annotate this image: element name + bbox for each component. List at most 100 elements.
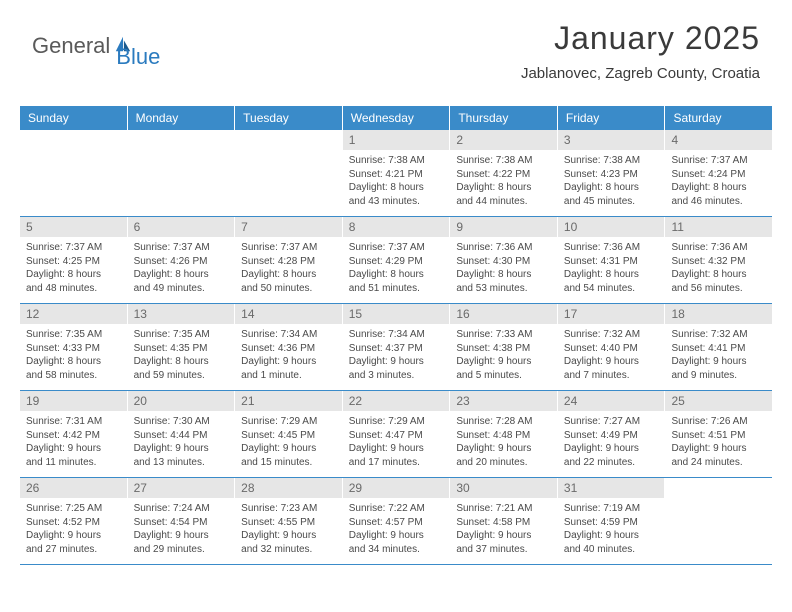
daylight-line2: and 53 minutes. (456, 282, 551, 296)
day-cell: 18Sunrise: 7:32 AMSunset: 4:41 PMDayligh… (665, 304, 772, 390)
week-row: 26Sunrise: 7:25 AMSunset: 4:52 PMDayligh… (20, 478, 772, 565)
day-cell: 6Sunrise: 7:37 AMSunset: 4:26 PMDaylight… (128, 217, 236, 303)
daylight-line: Daylight: 9 hours (26, 442, 121, 456)
daylight-line2: and 48 minutes. (26, 282, 121, 296)
day-number: 30 (450, 478, 557, 498)
sunset-line: Sunset: 4:35 PM (134, 342, 229, 356)
day-number: 13 (128, 304, 235, 324)
daylight-line: Daylight: 8 hours (564, 181, 659, 195)
day-info: Sunrise: 7:37 AMSunset: 4:25 PMDaylight:… (20, 237, 127, 299)
day-header: Monday (128, 106, 236, 130)
daylight-line2: and 3 minutes. (349, 369, 444, 383)
day-info: Sunrise: 7:26 AMSunset: 4:51 PMDaylight:… (665, 411, 772, 473)
daylight-line2: and 27 minutes. (26, 543, 121, 557)
day-number: 25 (665, 391, 772, 411)
day-cell: 26Sunrise: 7:25 AMSunset: 4:52 PMDayligh… (20, 478, 128, 564)
day-number: 4 (665, 130, 772, 150)
day-cell: 3Sunrise: 7:38 AMSunset: 4:23 PMDaylight… (558, 130, 666, 216)
daylight-line: Daylight: 8 hours (349, 268, 444, 282)
sunset-line: Sunset: 4:36 PM (241, 342, 336, 356)
daylight-line2: and 58 minutes. (26, 369, 121, 383)
daylight-line: Daylight: 9 hours (349, 442, 444, 456)
day-info: Sunrise: 7:37 AMSunset: 4:26 PMDaylight:… (128, 237, 235, 299)
sunset-line: Sunset: 4:31 PM (564, 255, 659, 269)
day-number: 15 (343, 304, 450, 324)
day-header: Thursday (450, 106, 558, 130)
day-header: Tuesday (235, 106, 343, 130)
day-info: Sunrise: 7:36 AMSunset: 4:30 PMDaylight:… (450, 237, 557, 299)
day-info: Sunrise: 7:38 AMSunset: 4:22 PMDaylight:… (450, 150, 557, 212)
sunrise-line: Sunrise: 7:24 AM (134, 502, 229, 516)
daylight-line: Daylight: 9 hours (671, 355, 766, 369)
sunrise-line: Sunrise: 7:32 AM (564, 328, 659, 342)
sunset-line: Sunset: 4:45 PM (241, 429, 336, 443)
sunrise-line: Sunrise: 7:38 AM (349, 154, 444, 168)
daylight-line2: and 1 minute. (241, 369, 336, 383)
day-header: Sunday (20, 106, 128, 130)
sunset-line: Sunset: 4:52 PM (26, 516, 121, 530)
daylight-line: Daylight: 9 hours (564, 529, 659, 543)
daylight-line2: and 22 minutes. (564, 456, 659, 470)
daylight-line: Daylight: 8 hours (241, 268, 336, 282)
day-header-row: SundayMondayTuesdayWednesdayThursdayFrid… (20, 106, 772, 130)
day-number: 31 (558, 478, 665, 498)
daylight-line: Daylight: 9 hours (456, 529, 551, 543)
day-cell: 2Sunrise: 7:38 AMSunset: 4:22 PMDaylight… (450, 130, 558, 216)
day-number: 8 (343, 217, 450, 237)
day-info: Sunrise: 7:32 AMSunset: 4:40 PMDaylight:… (558, 324, 665, 386)
sunset-line: Sunset: 4:54 PM (134, 516, 229, 530)
daylight-line2: and 29 minutes. (134, 543, 229, 557)
weeks-container: 1Sunrise: 7:38 AMSunset: 4:21 PMDaylight… (20, 130, 772, 565)
day-cell (665, 478, 772, 564)
sunset-line: Sunset: 4:24 PM (671, 168, 766, 182)
daylight-line2: and 50 minutes. (241, 282, 336, 296)
sunset-line: Sunset: 4:49 PM (564, 429, 659, 443)
daylight-line2: and 17 minutes. (349, 456, 444, 470)
daylight-line: Daylight: 9 hours (241, 529, 336, 543)
sunset-line: Sunset: 4:51 PM (671, 429, 766, 443)
daylight-line: Daylight: 9 hours (671, 442, 766, 456)
day-number: 5 (20, 217, 127, 237)
daylight-line: Daylight: 9 hours (241, 442, 336, 456)
sunrise-line: Sunrise: 7:22 AM (349, 502, 444, 516)
day-cell: 21Sunrise: 7:29 AMSunset: 4:45 PMDayligh… (235, 391, 343, 477)
day-info: Sunrise: 7:33 AMSunset: 4:38 PMDaylight:… (450, 324, 557, 386)
day-info: Sunrise: 7:25 AMSunset: 4:52 PMDaylight:… (20, 498, 127, 560)
sunrise-line: Sunrise: 7:29 AM (241, 415, 336, 429)
day-info: Sunrise: 7:22 AMSunset: 4:57 PMDaylight:… (343, 498, 450, 560)
sunset-line: Sunset: 4:37 PM (349, 342, 444, 356)
sunset-line: Sunset: 4:48 PM (456, 429, 551, 443)
week-row: 12Sunrise: 7:35 AMSunset: 4:33 PMDayligh… (20, 304, 772, 391)
day-info: Sunrise: 7:37 AMSunset: 4:28 PMDaylight:… (235, 237, 342, 299)
day-cell: 19Sunrise: 7:31 AMSunset: 4:42 PMDayligh… (20, 391, 128, 477)
daylight-line2: and 59 minutes. (134, 369, 229, 383)
day-cell: 13Sunrise: 7:35 AMSunset: 4:35 PMDayligh… (128, 304, 236, 390)
day-info: Sunrise: 7:38 AMSunset: 4:23 PMDaylight:… (558, 150, 665, 212)
day-info: Sunrise: 7:31 AMSunset: 4:42 PMDaylight:… (20, 411, 127, 473)
sunrise-line: Sunrise: 7:37 AM (134, 241, 229, 255)
day-cell: 16Sunrise: 7:33 AMSunset: 4:38 PMDayligh… (450, 304, 558, 390)
sunrise-line: Sunrise: 7:36 AM (671, 241, 766, 255)
day-info: Sunrise: 7:29 AMSunset: 4:47 PMDaylight:… (343, 411, 450, 473)
sunset-line: Sunset: 4:30 PM (456, 255, 551, 269)
month-title: January 2025 (521, 20, 760, 57)
daylight-line: Daylight: 8 hours (349, 181, 444, 195)
daylight-line2: and 44 minutes. (456, 195, 551, 209)
day-cell (20, 130, 128, 216)
daylight-line2: and 5 minutes. (456, 369, 551, 383)
daylight-line: Daylight: 8 hours (456, 268, 551, 282)
sunrise-line: Sunrise: 7:37 AM (241, 241, 336, 255)
day-info: Sunrise: 7:36 AMSunset: 4:31 PMDaylight:… (558, 237, 665, 299)
day-number: 16 (450, 304, 557, 324)
day-number: 2 (450, 130, 557, 150)
sunset-line: Sunset: 4:42 PM (26, 429, 121, 443)
day-cell: 14Sunrise: 7:34 AMSunset: 4:36 PMDayligh… (235, 304, 343, 390)
day-number: 1 (343, 130, 450, 150)
sunrise-line: Sunrise: 7:30 AM (134, 415, 229, 429)
day-cell: 9Sunrise: 7:36 AMSunset: 4:30 PMDaylight… (450, 217, 558, 303)
day-header: Wednesday (343, 106, 451, 130)
daylight-line: Daylight: 9 hours (241, 355, 336, 369)
sunrise-line: Sunrise: 7:28 AM (456, 415, 551, 429)
day-info: Sunrise: 7:37 AMSunset: 4:24 PMDaylight:… (665, 150, 772, 212)
day-number: 23 (450, 391, 557, 411)
